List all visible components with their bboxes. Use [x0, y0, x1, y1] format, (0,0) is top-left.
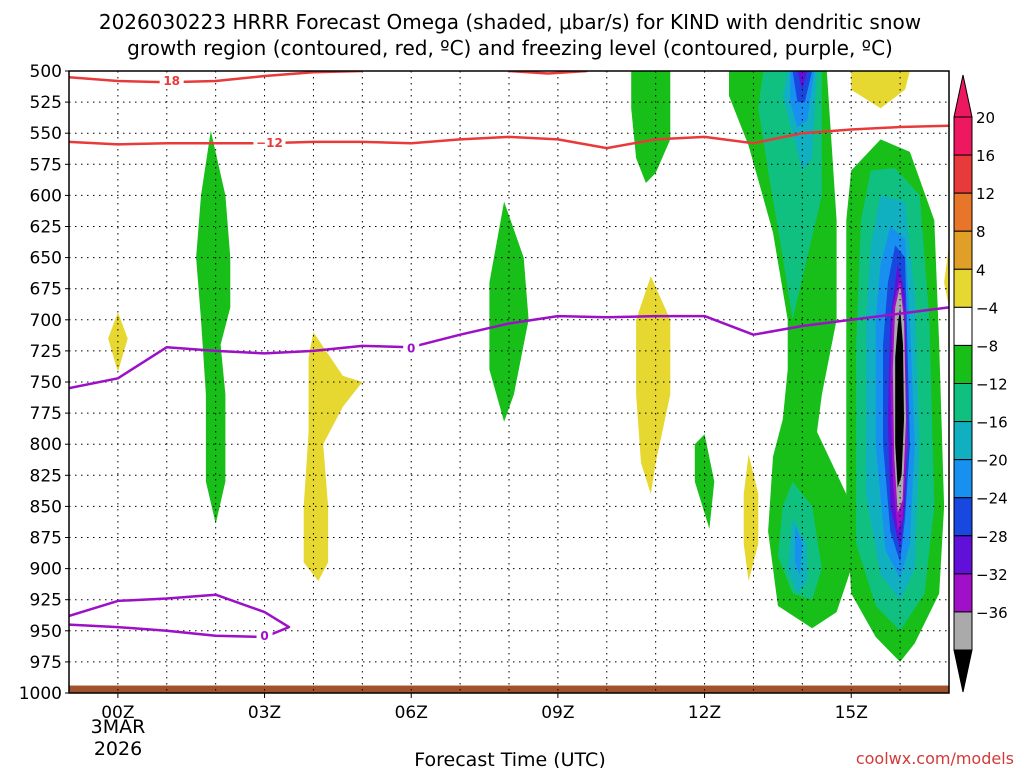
- contour-label-4: 0: [260, 629, 268, 643]
- y-tick-label-750: 750: [30, 373, 62, 393]
- contour-label-bg-2: [253, 135, 286, 150]
- y-tick-label-525: 525: [30, 93, 62, 113]
- contour-line-0: [69, 71, 363, 84]
- y-tick-label-600: 600: [30, 186, 62, 206]
- colorbar-swatch-2: [953, 192, 973, 232]
- contour-line-2: [69, 124, 949, 150]
- colorbar-label-9: −20: [976, 452, 1008, 470]
- y-tick-label-900: 900: [30, 560, 62, 580]
- colorbar-label-1: 16: [976, 147, 995, 165]
- omega-region-27: [895, 307, 904, 488]
- y-axis-ticks: 500 525 550 575 600 625 650 675 700 725 750 775 800 8…: [19, 62, 69, 704]
- y-tick-label-950: 950: [30, 622, 62, 642]
- omega-shaded-regions: [108, 71, 949, 662]
- x-axis-label: Forecast Time (UTC): [414, 749, 605, 768]
- y-tick-label-725: 725: [30, 342, 62, 362]
- y-tick-label-500: 500: [30, 62, 62, 82]
- date-label-day: 3MAR: [91, 716, 146, 738]
- omega-region-23: [797, 71, 808, 90]
- contour-label-3: 0: [407, 341, 415, 355]
- chart-title-line1: 2026030223 HRRR Forecast Omega (shaded, …: [99, 10, 921, 34]
- y-tick-label-875: 875: [30, 529, 62, 549]
- colorbar-swatch-12: [953, 573, 973, 613]
- y-tick-label-675: 675: [30, 280, 62, 300]
- colorbar-swatch-6: [953, 344, 973, 384]
- x-tick-label-15Z: 15Z: [835, 703, 868, 723]
- y-tick-label-550: 550: [30, 124, 62, 144]
- contour-label-bg-3: [403, 340, 420, 355]
- x-tick-label-09Z: 09Z: [541, 703, 574, 723]
- colorbar-swatch-5: [953, 306, 973, 346]
- x-tick-label-12Z: 12Z: [688, 703, 721, 723]
- omega-region-1: [303, 332, 363, 581]
- y-tick-label-925: 925: [30, 591, 62, 611]
- y-tick-label-775: 775: [30, 404, 62, 424]
- contour-label-bg-4: [256, 627, 273, 642]
- colorbar-label-2: 12: [976, 185, 995, 203]
- plot-area: 18 −12 0 0: [68, 70, 950, 694]
- y-tick-label-975: 975: [30, 653, 62, 673]
- colorbar-label-10: −24: [976, 490, 1008, 508]
- y-tick-label-575: 575: [30, 155, 62, 175]
- colorbar-swatch-13: [953, 611, 973, 651]
- omega-region-8: [631, 71, 671, 183]
- colorbar-swatch-10: [953, 497, 973, 537]
- colorbar-label-6: −8: [976, 337, 998, 355]
- colorbar: 20 16 12 8 4 −4 −8 −12 −16 −20 −24 −28 −32 −36: [953, 74, 1008, 693]
- colorbar-swatch-7: [953, 383, 973, 423]
- omega-region-4: [851, 71, 910, 109]
- colorbar-swatch-3: [953, 230, 973, 270]
- colorbar-label-4: 4: [976, 261, 986, 279]
- y-tick-label-825: 825: [30, 466, 62, 486]
- x-tick-label-06Z: 06Z: [395, 703, 428, 723]
- colorbar-swatch-0: [953, 116, 973, 156]
- colorbar-label-5: −4: [976, 299, 998, 317]
- omega-region-9: [694, 434, 715, 529]
- colorbar-label-12: −32: [976, 566, 1008, 584]
- contour-label-0: 18: [163, 74, 180, 88]
- y-tick-label-650: 650: [30, 249, 62, 269]
- y-tick-label-800: 800: [30, 435, 62, 455]
- colorbar-label-3: 8: [976, 223, 986, 241]
- colorbar-label-7: −12: [976, 376, 1008, 394]
- date-label-year: 2026: [94, 738, 142, 760]
- colorbar-bottom-arrow: [953, 649, 973, 693]
- contour-line-1: [508, 71, 588, 75]
- colorbar-swatch-11: [953, 535, 973, 575]
- x-tick-label-00Z: 00Z: [101, 703, 134, 723]
- chart-title-line2: growth region (contoured, red, ºC) and f…: [127, 36, 893, 60]
- colorbar-label-0: 20: [976, 109, 995, 127]
- colorbar-label-13: −36: [976, 604, 1008, 622]
- colorbar-swatch-9: [953, 459, 973, 499]
- colorbar-swatch-8: [953, 421, 973, 461]
- colorbar-label-11: −28: [976, 528, 1008, 546]
- y-tick-label-625: 625: [30, 218, 62, 238]
- x-axis-ticks: 00Z 03Z 06Z 09Z 12Z 15Z: [101, 693, 868, 723]
- y-tick-label-700: 700: [30, 311, 62, 331]
- y-tick-label-1000: 1000: [19, 684, 62, 704]
- omega-region-19: [795, 525, 803, 575]
- omega-region-6: [196, 130, 231, 524]
- contour-line-3: [69, 306, 949, 390]
- credit-text: coolwx.com/models: [856, 749, 1014, 768]
- y-tick-label-850: 850: [30, 497, 62, 517]
- colorbar-swatch-4: [953, 268, 973, 308]
- contour-label-2: −12: [256, 136, 283, 150]
- colorbar-swatch-1: [953, 154, 973, 194]
- omega-region-5: [944, 245, 949, 308]
- colorbar-label-8: −16: [976, 414, 1008, 432]
- omega-region-2: [636, 276, 671, 494]
- contour-label-bg-0: [159, 72, 184, 87]
- omega-region-10: [729, 71, 852, 629]
- x-tick-label-03Z: 03Z: [248, 703, 281, 723]
- colorbar-top-arrow: [953, 74, 973, 118]
- contour-line-4: [69, 593, 291, 639]
- omega-region-3: [743, 454, 759, 581]
- temperature-contours: 18 −12 0 0: [69, 71, 949, 643]
